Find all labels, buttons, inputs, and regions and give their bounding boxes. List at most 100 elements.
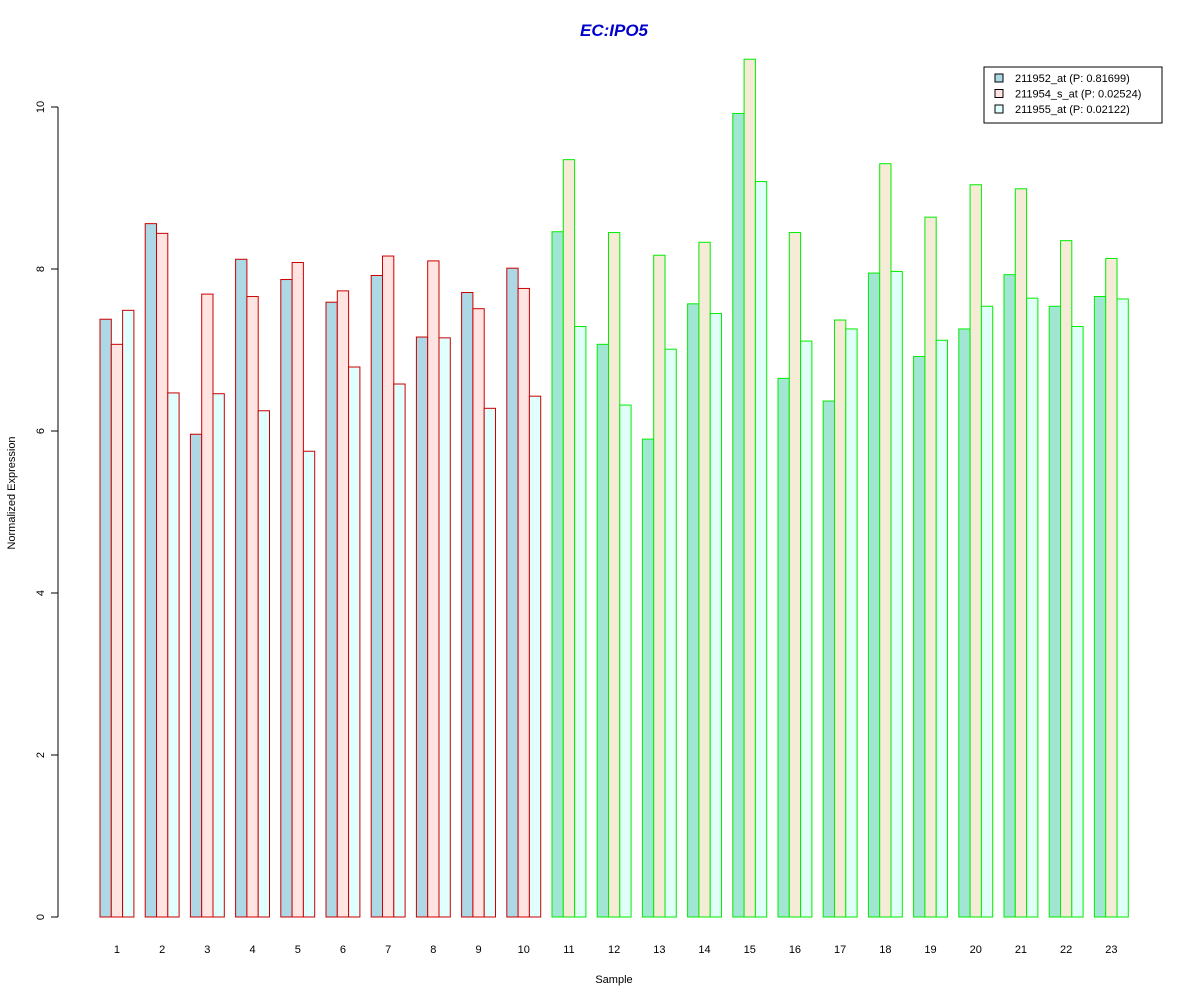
x-tick-label: 22 — [1060, 944, 1072, 956]
bar-sample-23-series-2 — [1105, 257, 1118, 918]
bar-sample-19-series-2 — [924, 216, 937, 918]
bar-sample-18-series-1 — [867, 272, 881, 918]
bar-sample-21-series-2 — [1014, 188, 1028, 918]
bar-sample-21-series-1 — [1003, 274, 1016, 918]
bar-sample-17-series-1 — [822, 400, 836, 918]
y-tick-label: 0 — [35, 914, 47, 920]
y-tick-label: 2 — [35, 752, 47, 758]
bar-sample-15-series-2 — [743, 58, 756, 918]
x-tick-label: 9 — [475, 944, 481, 956]
bar-sample-12-series-1 — [596, 343, 610, 918]
bar-sample-23-series-1 — [1093, 296, 1107, 918]
x-tick-label: 21 — [1015, 944, 1027, 956]
bar-sample-5-series-1 — [280, 279, 293, 918]
x-tick-label: 3 — [204, 944, 210, 956]
x-tick-label: 4 — [249, 944, 255, 956]
bar-sample-9-series-3 — [483, 407, 497, 918]
bar-sample-16-series-2 — [788, 232, 802, 918]
bar-sample-3-series-3 — [212, 393, 225, 918]
bar-sample-7-series-1 — [370, 274, 384, 918]
legend-box — [983, 66, 1163, 124]
y-tick-label: 10 — [35, 101, 47, 113]
x-tick-label: 5 — [295, 944, 301, 956]
chart-title: EC:IPO5 — [580, 21, 649, 40]
bar-sample-13-series-2 — [653, 254, 666, 918]
bar-sample-8-series-1 — [415, 336, 429, 918]
bar-sample-9-series-1 — [461, 291, 474, 918]
bar-sample-17-series-3 — [845, 328, 858, 918]
bar-sample-4-series-3 — [257, 410, 271, 918]
bar-sample-1-series-1 — [99, 318, 112, 918]
bar-sample-14-series-3 — [709, 313, 723, 918]
bar-sample-22-series-2 — [1060, 240, 1073, 918]
x-tick-label: 14 — [698, 944, 710, 956]
bar-sample-23-series-3 — [1116, 298, 1129, 918]
bar-sample-1-series-2 — [110, 343, 124, 918]
bar-sample-20-series-1 — [958, 328, 971, 918]
bar-sample-4-series-2 — [246, 296, 259, 918]
bar-sample-11-series-3 — [574, 326, 587, 918]
x-tick-label: 19 — [924, 944, 936, 956]
x-tick-label: 8 — [430, 944, 436, 956]
x-tick-label: 1 — [114, 944, 120, 956]
legend: 211952_at (P: 0.81699) 211954_s_at (P: 0.… — [983, 66, 1163, 124]
legend-entry-3: 211955_at (P: 0.02122) — [1015, 104, 1130, 116]
bar-sample-22-series-1 — [1048, 305, 1061, 918]
x-tick-label: 23 — [1105, 944, 1117, 956]
bar-sample-5-series-2 — [291, 262, 304, 918]
bar-sample-18-series-3 — [890, 270, 903, 918]
x-tick-label: 13 — [653, 944, 665, 956]
bar-sample-6-series-1 — [325, 301, 338, 918]
bar-sample-4-series-1 — [235, 258, 248, 918]
bar-sample-19-series-1 — [913, 355, 926, 918]
bar-sample-2-series-2 — [156, 232, 169, 918]
x-tick-label: 2 — [159, 944, 165, 956]
bar-sample-16-series-1 — [777, 377, 790, 918]
bars — [99, 58, 1129, 918]
bar-sample-7-series-3 — [393, 383, 406, 918]
bar-sample-13-series-3 — [664, 348, 677, 918]
bar-sample-15-series-3 — [754, 181, 768, 918]
bar-sample-6-series-3 — [348, 366, 361, 918]
x-tick-label: 18 — [879, 944, 891, 956]
bar-sample-18-series-2 — [879, 163, 892, 918]
x-axis: 1 2 3 4 5 6 7 8 9 10 11 12 13 14 15 16 17 18 19 20 21 22 23 — [114, 944, 1118, 956]
bar-sample-15-series-1 — [732, 112, 745, 918]
bar-sample-2-series-1 — [144, 223, 157, 918]
legend-entry-2: 211954_s_at (P: 0.02524) — [1015, 89, 1141, 101]
bar-sample-6-series-2 — [336, 290, 350, 918]
bar-sample-16-series-3 — [800, 340, 813, 918]
bar-sample-11-series-1 — [551, 231, 564, 918]
bar-sample-21-series-3 — [1026, 297, 1039, 918]
bar-sample-22-series-3 — [1071, 326, 1084, 918]
bar-sample-12-series-3 — [619, 404, 632, 918]
bar-sample-2-series-3 — [167, 392, 180, 918]
bar-sample-1-series-3 — [122, 309, 135, 918]
legend-swatch-2 — [994, 89, 1004, 98]
bar-sample-20-series-3 — [980, 305, 994, 918]
bar-sample-20-series-2 — [969, 184, 982, 918]
legend-swatch-1 — [994, 73, 1004, 83]
bar-sample-11-series-2 — [562, 159, 576, 918]
bar-sample-10-series-1 — [506, 267, 519, 918]
y-tick-label: 4 — [35, 590, 47, 596]
x-tick-label: 15 — [744, 944, 756, 956]
y-tick-label: 8 — [35, 266, 47, 272]
bar-sample-14-series-1 — [687, 303, 700, 918]
x-tick-label: 10 — [518, 944, 530, 956]
bar-sample-17-series-2 — [834, 319, 847, 918]
bar-sample-9-series-2 — [472, 308, 485, 918]
x-tick-label: 6 — [340, 944, 346, 956]
bar-sample-19-series-3 — [935, 339, 949, 918]
x-tick-label: 17 — [834, 944, 846, 956]
x-tick-label: 20 — [970, 944, 982, 956]
x-axis-label: Sample — [595, 974, 632, 986]
y-axis: 0 2 4 6 8 10 — [35, 101, 59, 920]
x-tick-label: 7 — [385, 944, 391, 956]
legend-swatch-3 — [994, 104, 1004, 114]
bar-sample-8-series-3 — [438, 337, 451, 918]
bar-sample-3-series-2 — [201, 293, 214, 918]
y-tick-label: 6 — [35, 428, 47, 434]
y-axis-label: Normalized Expression — [6, 436, 18, 549]
